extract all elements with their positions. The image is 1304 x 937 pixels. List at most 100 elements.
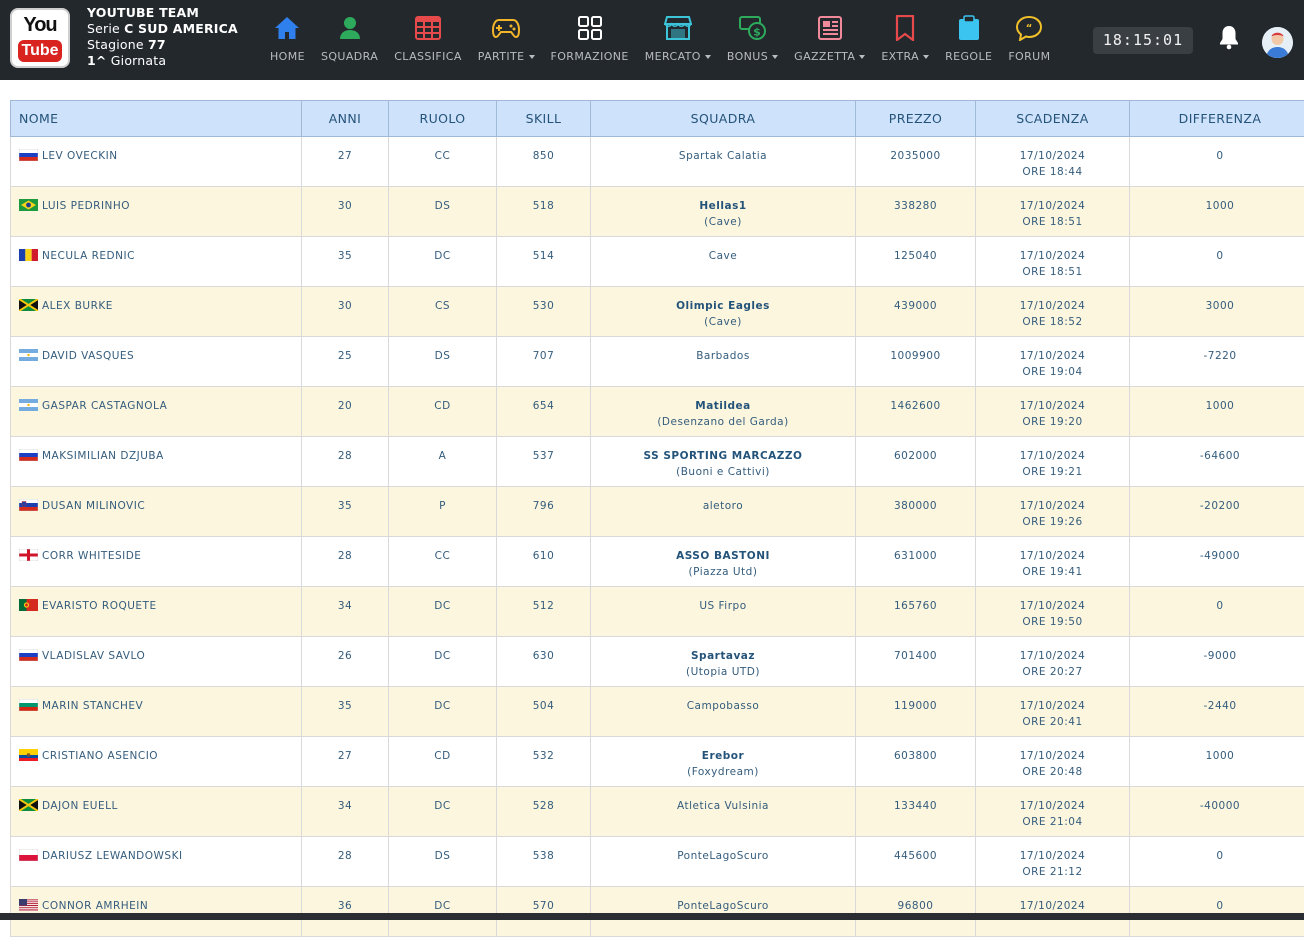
player-name-link[interactable]: MAKSIMILIAN DZJUBA (42, 450, 164, 462)
team-name-link[interactable]: Spartavaz (591, 648, 855, 664)
team-name-link[interactable]: PonteLagoScuro (591, 848, 855, 864)
logo-text-top: You (12, 14, 68, 37)
team-info: YOUTUBE TEAM Serie C SUD AMERICA Stagion… (87, 5, 238, 69)
player-name-link[interactable]: NECULA REDNIC (42, 250, 135, 262)
player-role: DC (434, 650, 450, 662)
deadline-time: ORE 19:21 (976, 464, 1129, 480)
player-name-link[interactable]: ALEX BURKE (42, 300, 113, 312)
portugal-flag-icon (19, 599, 38, 611)
cell-skill: 512 (497, 587, 591, 637)
difference-value: -2440 (1203, 700, 1236, 712)
nav-item-extra[interactable]: EXTRA (873, 14, 937, 70)
team-name-link[interactable]: Spartak Calatia (591, 148, 855, 164)
nav-item-partite[interactable]: PARTITE (470, 14, 543, 70)
player-name-link[interactable]: DUSAN MILINOVIC (42, 500, 145, 512)
nav-item-formazione[interactable]: FORMAZIONE (543, 14, 637, 70)
nav-item-squadra[interactable]: SQUADRA (313, 14, 386, 70)
team-name-link[interactable]: aletoro (591, 498, 855, 514)
column-header-skill[interactable]: SKILL (497, 101, 591, 137)
cell-anni: 35 (302, 687, 389, 737)
player-name-link[interactable]: DAJON EUELL (42, 800, 118, 812)
nav-item-classifica[interactable]: CLASSIFICA (386, 14, 470, 70)
cell-skill: 796 (497, 487, 591, 537)
player-name-link[interactable]: VLADISLAV SAVLO (42, 650, 145, 662)
team-previous-owner: (Foxydream) (591, 764, 855, 780)
team-name-link[interactable]: Matildea (591, 398, 855, 414)
column-header-anni[interactable]: ANNI (302, 101, 389, 137)
cell-ruolo: CC (389, 137, 497, 187)
cell-anni: 27 (302, 737, 389, 787)
price-value: 2035000 (890, 150, 940, 162)
team-name-link[interactable]: Olimpic Eagles (591, 298, 855, 314)
team-name-link[interactable]: Campobasso (591, 698, 855, 714)
player-name-link[interactable]: CORR WHITESIDE (42, 550, 141, 562)
player-name-link[interactable]: EVARISTO ROQUETE (42, 600, 157, 612)
cell-prezzo: 439000 (856, 287, 976, 337)
player-name-link[interactable]: MARIN STANCHEV (42, 700, 143, 712)
nav-item-regole[interactable]: REGOLE (937, 14, 1000, 70)
notification-bell-icon[interactable] (1218, 24, 1240, 54)
team-name-link[interactable]: Atletica Vulsinia (591, 798, 855, 814)
nav-item-forum[interactable]: “FORUM (1000, 14, 1058, 70)
nav-item-home[interactable]: HOME (262, 14, 313, 70)
nav-item-label: HOME (270, 50, 305, 63)
team-name-link[interactable]: SS SPORTING MARCAZZO (591, 448, 855, 464)
difference-value: 3000 (1206, 300, 1235, 312)
deadline-date: 17/10/2024 (976, 248, 1129, 264)
player-name-link[interactable]: LUIS PEDRINHO (42, 200, 130, 212)
player-name-link[interactable]: DARIUSZ LEWANDOWSKI (42, 850, 183, 862)
player-name-link[interactable]: DAVID VASQUES (42, 350, 134, 362)
cell-nome: CRISTIANO ASENCIO (11, 737, 302, 787)
horizontal-scrollbar[interactable] (0, 913, 1304, 920)
nav-item-gazzetta[interactable]: GAZZETTA (786, 14, 873, 70)
column-header-scadenza[interactable]: SCADENZA (976, 101, 1130, 137)
column-header-nome[interactable]: NOME (11, 101, 302, 137)
nav-item-mercato[interactable]: MERCATO (637, 14, 719, 70)
column-header-ruolo[interactable]: RUOLO (389, 101, 497, 137)
column-header-differenza[interactable]: DIFFERENZA (1130, 101, 1304, 137)
team-name-link[interactable]: US Firpo (591, 598, 855, 614)
player-name-link[interactable]: LEV OVECKIN (42, 150, 118, 162)
cell-squadra: Spartak Calatia (591, 137, 856, 187)
team-previous-owner: (Desenzano del Garda) (591, 414, 855, 430)
team-name-link[interactable]: Erebor (591, 748, 855, 764)
player-name-link[interactable]: GASPAR CASTAGNOLA (42, 400, 167, 412)
user-avatar[interactable] (1262, 27, 1293, 58)
team-logo[interactable]: You Tube (10, 8, 70, 68)
player-name-link[interactable]: CONNOR AMRHEIN (42, 900, 148, 912)
team-name-link[interactable]: Hellas1 (591, 198, 855, 214)
cell-nome: CONNOR AMRHEIN (11, 887, 302, 937)
player-age: 25 (338, 350, 352, 362)
difference-value: 0 (1216, 850, 1223, 862)
player-role: P (439, 500, 446, 512)
nav-item-bonus[interactable]: $BONUS (719, 14, 786, 70)
player-name-link[interactable]: CRISTIANO ASENCIO (42, 750, 158, 762)
cell-ruolo: CD (389, 387, 497, 437)
team-name-link[interactable]: Barbados (591, 348, 855, 364)
column-header-prezzo[interactable]: PREZZO (856, 101, 976, 137)
dropdown-caret-icon (529, 55, 535, 59)
team-name-link[interactable]: ASSO BASTONI (591, 548, 855, 564)
team-name-link[interactable]: Cave (591, 248, 855, 264)
deadline-date: 17/10/2024 (976, 398, 1129, 414)
column-header-squadra[interactable]: SQUADRA (591, 101, 856, 137)
team-name-link[interactable]: PonteLagoScuro (591, 898, 855, 914)
